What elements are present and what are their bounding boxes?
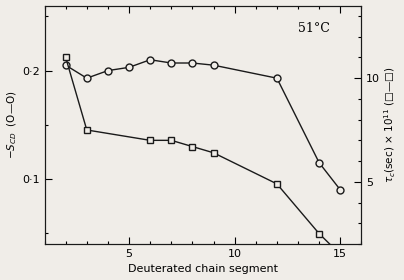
X-axis label: Deuterated chain segment: Deuterated chain segment	[128, 264, 278, 274]
Y-axis label: $\tau_c$(sec) × 10$^{11}$ (□—□): $\tau_c$(sec) × 10$^{11}$ (□—□)	[383, 66, 398, 183]
Y-axis label: $-S_{CD}$  (O—O): $-S_{CD}$ (O—O)	[6, 90, 19, 159]
Text: 51°C: 51°C	[298, 22, 330, 35]
